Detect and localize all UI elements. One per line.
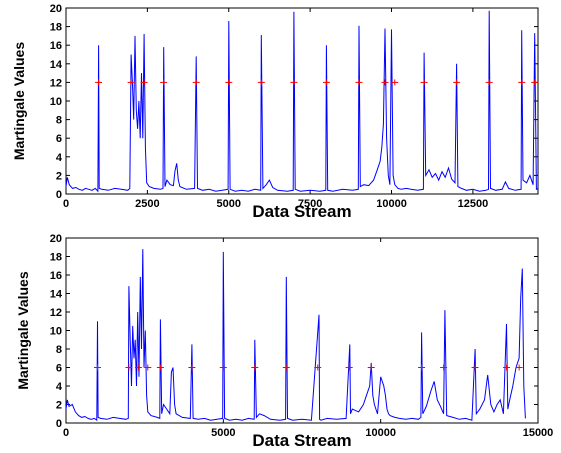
y-tick-label: 0 xyxy=(56,418,62,430)
y-tick-label: 14 xyxy=(50,59,63,71)
y-tick-label: 2 xyxy=(56,170,62,182)
plot-area xyxy=(65,7,539,195)
threshold-marker xyxy=(125,364,133,371)
x-tick-label: 15000 xyxy=(523,427,554,439)
x-tick-label: 7500 xyxy=(298,198,322,210)
threshold-marker xyxy=(188,364,196,371)
threshold-marker xyxy=(503,364,511,371)
threshold-marker xyxy=(282,364,290,371)
x-tick-label: 10000 xyxy=(365,427,396,439)
y-tick-label: 8 xyxy=(56,344,62,356)
y-tick-label: 2 xyxy=(56,400,62,412)
y-tick-label: 16 xyxy=(50,270,62,282)
threshold-marker xyxy=(420,79,428,86)
threshold-marker xyxy=(367,364,375,371)
threshold-marker xyxy=(134,364,142,371)
threshold-marker xyxy=(531,79,539,86)
threshold-marker xyxy=(127,79,135,86)
threshold-marker xyxy=(485,79,493,86)
y-tick-label: 4 xyxy=(56,381,63,393)
threshold-marker xyxy=(192,79,200,86)
x-axis-label: Data Stream xyxy=(252,202,351,221)
threshold-marker xyxy=(257,79,265,86)
y-axis-label: Martingale Values xyxy=(15,271,31,389)
y-tick-label: 6 xyxy=(56,133,62,145)
threshold-marker xyxy=(251,364,259,371)
y-tick-label: 12 xyxy=(50,77,62,89)
threshold-marker xyxy=(453,79,461,86)
plot-area xyxy=(65,237,539,424)
threshold-marker xyxy=(515,364,523,371)
y-tick-label: 4 xyxy=(56,152,63,164)
y-tick-label: 0 xyxy=(56,189,62,201)
x-tick-label: 5000 xyxy=(211,427,235,439)
threshold-marker xyxy=(156,364,164,371)
y-tick-label: 16 xyxy=(50,40,62,52)
threshold-marker xyxy=(471,364,479,371)
threshold-marker xyxy=(355,79,363,86)
series-line xyxy=(65,249,526,422)
y-tick-label: 10 xyxy=(50,96,62,108)
threshold-marker xyxy=(440,364,448,371)
y-tick-label: 6 xyxy=(56,363,62,375)
threshold-marker xyxy=(93,364,101,371)
x-axis-label: Data Stream xyxy=(252,431,351,450)
threshold-marker xyxy=(144,364,152,371)
y-tick-label: 14 xyxy=(50,289,63,301)
threshold-marker xyxy=(219,364,227,371)
threshold-marker xyxy=(140,79,148,86)
y-tick-label: 20 xyxy=(50,3,62,15)
threshold-marker xyxy=(391,79,399,86)
x-tick-label: 10000 xyxy=(376,198,407,210)
x-tick-label: 0 xyxy=(63,427,69,439)
y-tick-label: 18 xyxy=(50,252,62,264)
chart-bottom: 0 2 4 6 8 10 12 14 16 18 20 0 5000 10000 15000 Data Str… xyxy=(15,233,553,450)
threshold-marker xyxy=(314,364,322,371)
x-tick-label: 2500 xyxy=(135,198,159,210)
y-tick-label: 12 xyxy=(50,307,62,319)
y-tick-label: 20 xyxy=(50,233,62,245)
x-tick-label: 0 xyxy=(63,198,69,210)
threshold-marker xyxy=(160,79,168,86)
x-tick-label: 5000 xyxy=(217,198,241,210)
y-tick-label: 18 xyxy=(50,22,62,34)
threshold-marker xyxy=(518,79,526,86)
y-tick-label: 10 xyxy=(50,326,62,338)
chart-top: 0 2 4 6 8 10 12 14 16 18 20 0 2500 5000 7500 10000 12500… xyxy=(11,3,539,221)
x-tick-label: 12500 xyxy=(458,198,489,210)
threshold-marker xyxy=(345,364,353,371)
threshold-marker xyxy=(225,79,233,86)
y-axis-label: Martingale Values xyxy=(11,42,27,160)
threshold-marker xyxy=(322,79,330,86)
threshold-marker xyxy=(290,79,298,86)
threshold-marker xyxy=(381,79,389,86)
threshold-marker xyxy=(418,364,426,371)
threshold-marker xyxy=(95,79,103,86)
y-tick-label: 8 xyxy=(56,115,62,127)
